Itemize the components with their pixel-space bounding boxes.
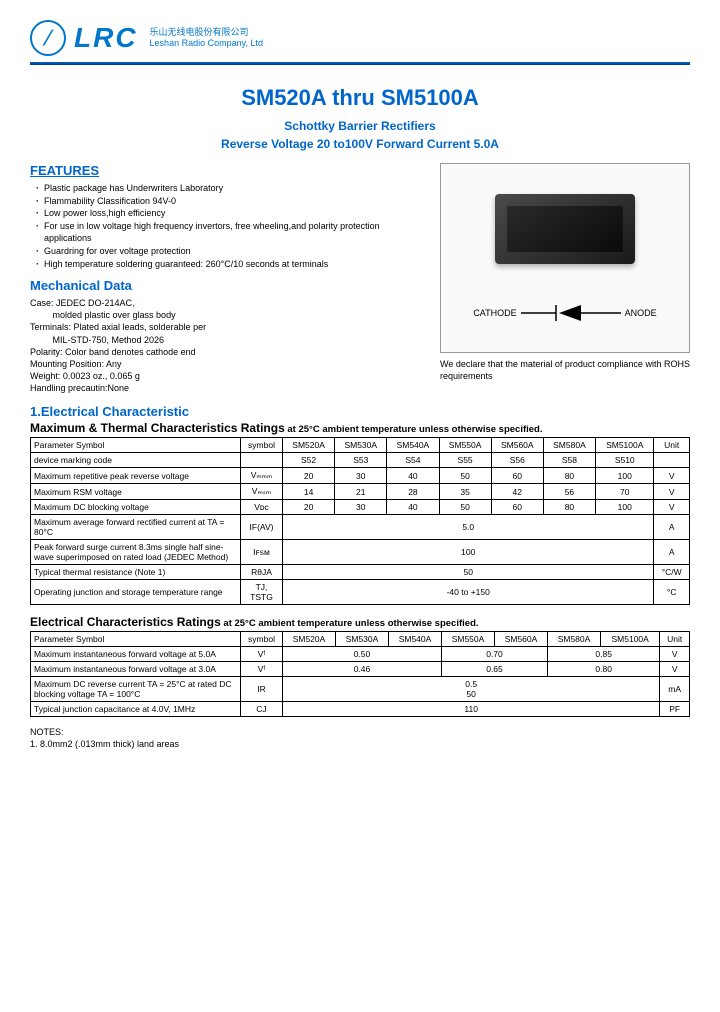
thermal-characteristics-table: Parameter SymbolsymbolSM520ASM530ASM540A… — [30, 437, 690, 605]
table-header-cell: SM540A — [389, 632, 442, 647]
mech-line: Case: JEDEC DO-214AC, — [30, 297, 420, 309]
diode-icon — [521, 303, 621, 323]
mechanical-heading: Mechanical Data — [30, 278, 420, 293]
table2-title: Electrical Characteristics Ratings at 25… — [30, 615, 690, 629]
table-header-cell: symbol — [241, 438, 283, 453]
doc-title: SM520A thru SM5100A — [30, 85, 690, 111]
mech-line: Mounting Position: Any — [30, 358, 420, 370]
table-header-cell: SM550A — [439, 438, 491, 453]
diode-symbol: CATHODE ANODE — [473, 303, 656, 323]
mech-line: Handling precautin:None — [30, 382, 420, 394]
notes-section: NOTES: 1. 8.0mm2 (.013mm thick) land are… — [30, 727, 690, 749]
table-header-cell: SM580A — [543, 438, 595, 453]
table-header-cell: SM5100A — [596, 438, 654, 453]
table-row: Maximum DC blocking voltageVᴅᴄ2030405060… — [31, 500, 690, 515]
table-header-cell: SM550A — [442, 632, 495, 647]
table-row: Maximum instantaneous forward voltage at… — [31, 662, 690, 677]
mech-line: molded plastic over glass body — [30, 309, 420, 321]
table-row: Maximum RSM voltageVₘₛₘ14212835425670V — [31, 484, 690, 500]
logo-text: LRC — [74, 22, 138, 54]
table-header-cell: Unit — [654, 438, 690, 453]
table-header-cell: SM560A — [491, 438, 543, 453]
table-header-cell: SM530A — [336, 632, 389, 647]
electrical-characteristics-table: Parameter SymbolsymbolSM520ASM530ASM540A… — [30, 631, 690, 717]
table-row: Typical thermal resistance (Note 1)RθJA5… — [31, 565, 690, 580]
table1-title: Maximum & Thermal Characteristics Rating… — [30, 421, 690, 435]
anode-label: ANODE — [625, 308, 657, 318]
table-header-cell: Unit — [660, 632, 690, 647]
brand-header: ⟋ LRC 乐山无线电股份有限公司 Leshan Radio Company, … — [30, 20, 690, 56]
table1-condition: at 25°C ambient temperature unless other… — [285, 424, 543, 435]
logo-mark: ⟋ — [30, 20, 66, 56]
table-row: Maximum repetitive peak reverse voltageV… — [31, 468, 690, 484]
table-header-cell: SM520A — [283, 438, 335, 453]
feature-item: Low power loss,high efficiency — [36, 207, 420, 220]
section-1-heading: 1.Electrical Characteristic — [30, 404, 690, 419]
table-header-cell: SM5100A — [601, 632, 660, 647]
table1-title-text: Maximum & Thermal Characteristics Rating… — [30, 421, 285, 435]
notes-heading: NOTES: — [30, 727, 690, 737]
mech-line: Polarity: Color band denotes cathode end — [30, 346, 420, 358]
feature-item: Flammability Classification 94V-0 — [36, 195, 420, 208]
doc-subtitle-2: Reverse Voltage 20 to100V Forward Curren… — [30, 137, 690, 151]
table-header-cell: SM530A — [335, 438, 387, 453]
logo-en: Leshan Radio Company, Ltd — [150, 38, 263, 49]
table-row: Peak forward surge current 8.3ms single … — [31, 540, 690, 565]
product-image: CATHODE ANODE — [440, 163, 690, 353]
note-1: 1. 8.0mm2 (.013mm thick) land areas — [30, 739, 690, 749]
mechanical-data: Case: JEDEC DO-214AC, molded plastic ove… — [30, 297, 420, 394]
feature-item: For use in low voltage high frequency in… — [36, 220, 420, 245]
feature-item: Guardring for over voltage protection — [36, 245, 420, 258]
table2-condition: at 25°C ambient temperature unless other… — [221, 618, 479, 629]
table-header-cell: Parameter Symbol — [31, 438, 241, 453]
cathode-label: CATHODE — [473, 308, 516, 318]
rohs-note: We declare that the material of product … — [440, 359, 690, 382]
features-heading: FEATURES — [30, 163, 420, 178]
table-row: Maximum average forward rectified curren… — [31, 515, 690, 540]
doc-subtitle-1: Schottky Barrier Rectifiers — [30, 119, 690, 133]
table-row: device marking codeS52S53S54S55S56S58S51… — [31, 453, 690, 468]
table2-title-text: Electrical Characteristics Ratings — [30, 615, 221, 629]
table-row: Operating junction and storage temperatu… — [31, 580, 690, 605]
mech-line: Terminals: Plated axial leads, solderabl… — [30, 321, 420, 333]
features-list: Plastic package has Underwriters Laborat… — [30, 182, 420, 270]
logo-cn: 乐山无线电股份有限公司 — [150, 27, 263, 38]
logo-subtitle: 乐山无线电股份有限公司 Leshan Radio Company, Ltd — [150, 27, 263, 49]
table-row: Maximum instantaneous forward voltage at… — [31, 647, 690, 662]
table-row: Maximum DC reverse current TA = 25°C at … — [31, 677, 690, 702]
table-header-cell: symbol — [241, 632, 283, 647]
table-row: Typical junction capacitance at 4.0V, 1M… — [31, 702, 690, 717]
feature-item: High temperature soldering guaranteed: 2… — [36, 258, 420, 271]
mech-line: Weight: 0.0023 oz., 0.065 g — [30, 370, 420, 382]
table-header-cell: SM520A — [283, 632, 336, 647]
mech-line: MIL-STD-750, Method 2026 — [30, 334, 420, 346]
table-header-cell: SM540A — [387, 438, 439, 453]
table-header-cell: SM580A — [548, 632, 601, 647]
header-divider — [30, 62, 690, 65]
table-header-cell: SM560A — [495, 632, 548, 647]
feature-item: Plastic package has Underwriters Laborat… — [36, 182, 420, 195]
table-header-cell: Parameter Symbol — [31, 632, 241, 647]
chip-illustration — [495, 194, 635, 264]
